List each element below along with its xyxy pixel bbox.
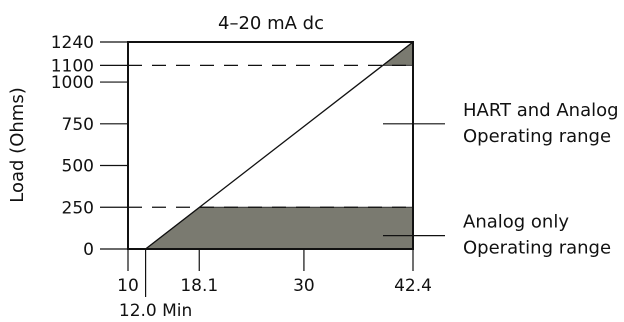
load-line: [145, 41, 414, 250]
y-tick-label-0: 0: [83, 240, 94, 260]
annotation-0-line-1: Operating range: [463, 126, 611, 147]
x-tick-label-30: 30: [293, 276, 315, 296]
annotation-0-line-0: HART and Analog: [463, 100, 619, 121]
x-tick-label-10: 10: [117, 276, 139, 296]
y-tick-label-250: 250: [62, 198, 94, 218]
x-tick-label-42.4: 42.4: [394, 276, 432, 296]
y-tick-label-1100: 1100: [51, 56, 94, 76]
y-tick-label-500: 500: [62, 157, 94, 177]
chart-title: 4–20 mA dc: [218, 13, 324, 34]
region-analog-shaded: [144, 206, 414, 250]
plot-frame: [127, 41, 414, 250]
annotation-1-line-0: Analog only: [463, 212, 569, 233]
x-tick-label-18.1: 18.1: [180, 276, 218, 296]
annotation-1-line-1: Operating range: [463, 238, 611, 259]
y-tick-label-1000: 1000: [51, 73, 94, 93]
y-tick-label-1240: 1240: [51, 33, 94, 53]
x-annotation-label: 12.0 Min: [119, 301, 192, 321]
y-tick-label-750: 750: [62, 115, 94, 135]
y-axis-title: Load (Ohms): [7, 87, 28, 202]
